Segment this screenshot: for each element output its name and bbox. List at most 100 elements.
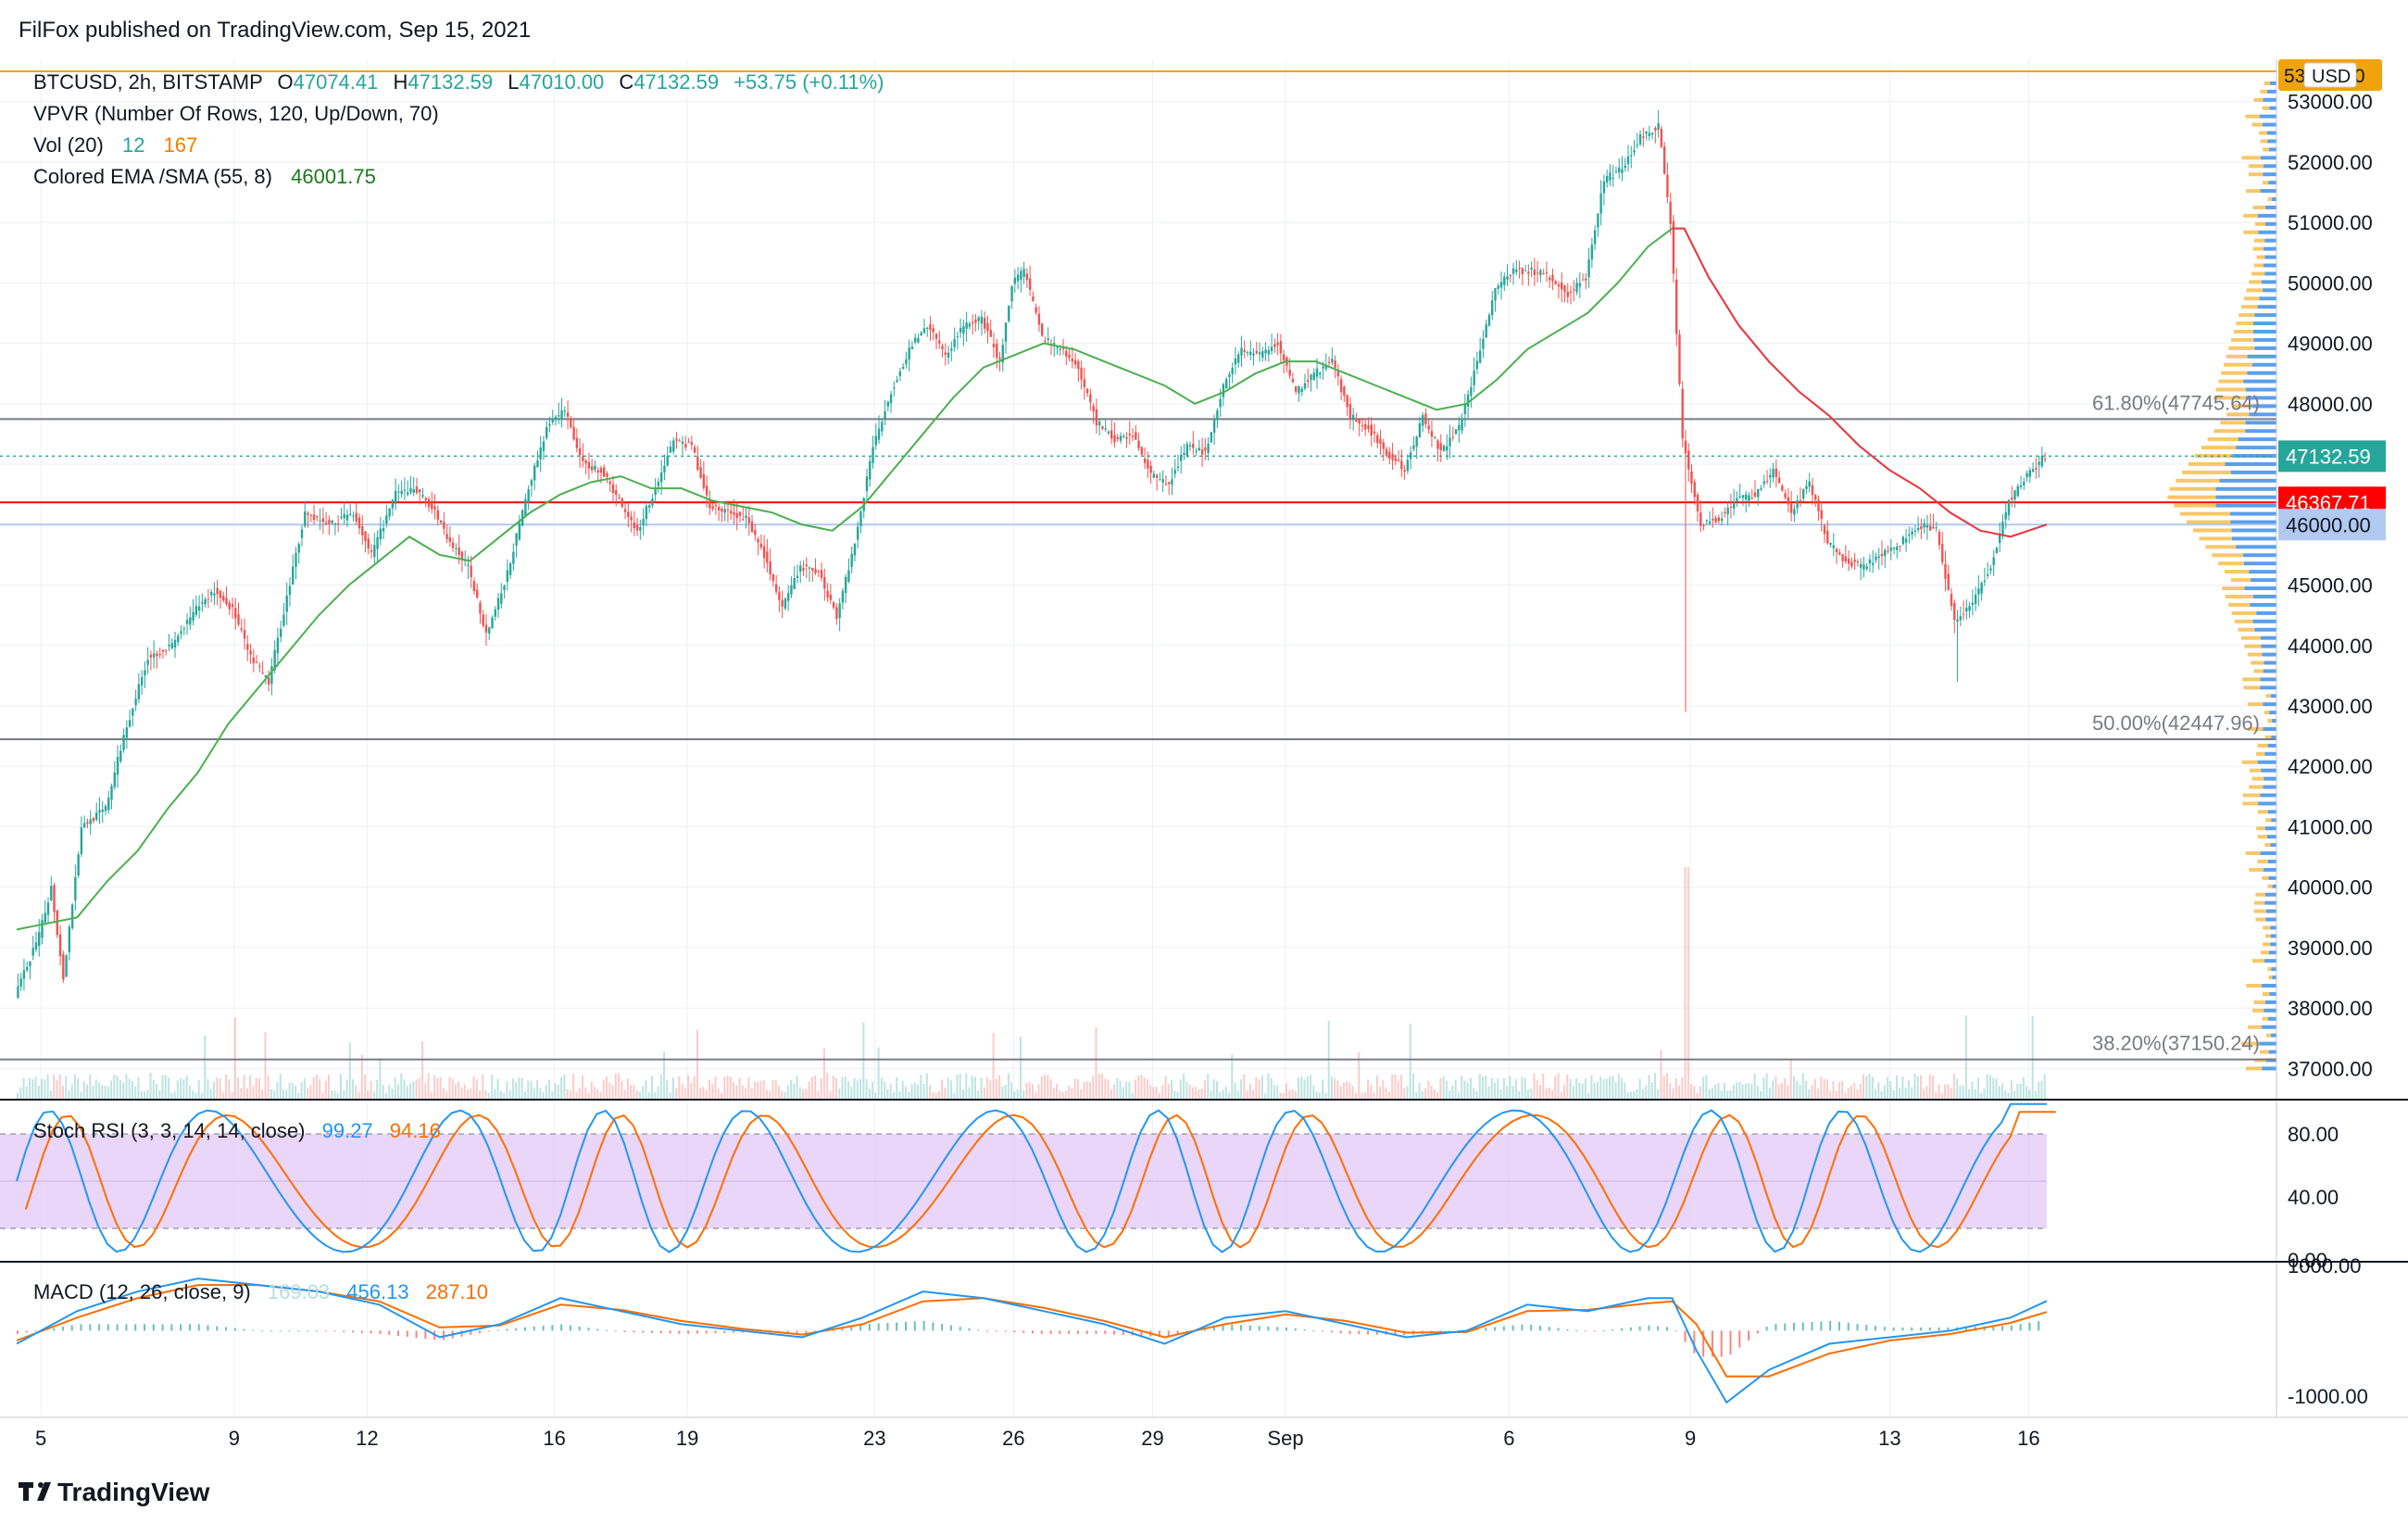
candle-body	[1183, 453, 1185, 456]
candle-body	[1243, 349, 1246, 352]
candle-body	[1865, 566, 1868, 569]
legend: BTCUSD, 2h, BITSTAMP O47074.41 H47132.59…	[33, 70, 884, 188]
candle-body	[832, 602, 835, 608]
candle-body	[1195, 450, 1198, 452]
volume-bar	[1116, 1077, 1119, 1099]
candle-body	[270, 666, 273, 685]
vpvr-down-bar	[2245, 114, 2260, 119]
volume-bar	[983, 1087, 985, 1099]
volume-bar	[889, 1084, 892, 1099]
macd-hist-bar	[696, 1330, 698, 1334]
candle-body	[343, 514, 345, 519]
macd-hist-bar	[180, 1324, 182, 1331]
volume-bar	[941, 1079, 944, 1099]
vol-label: Vol (20)	[33, 133, 104, 157]
volume-bar	[805, 1089, 808, 1099]
volume-bar	[1088, 1081, 1091, 1099]
candle-body	[1312, 372, 1315, 381]
volume-bar	[1868, 1073, 1871, 1099]
volume-bar	[1370, 1084, 1373, 1099]
candle-body	[1999, 535, 2001, 544]
vpvr-up-bar	[2271, 719, 2276, 724]
vpvr-down-bar	[2253, 1000, 2265, 1004]
candle-body	[1053, 343, 1056, 345]
stoch-d-value: 94.16	[390, 1119, 441, 1142]
macd-hist-bar	[1032, 1330, 1034, 1334]
vpvr-up-bar	[2272, 975, 2276, 980]
vpvr-down-bar	[2242, 677, 2261, 682]
vpvr-up-bar	[2268, 1050, 2276, 1054]
candle-body	[590, 466, 594, 471]
time-axis[interactable]: 5 9 12 16 19 23 26 29 Sep 6 9 13 16	[35, 1427, 2040, 1450]
volume-bar	[491, 1075, 494, 1099]
volume-bar	[1502, 1077, 1505, 1099]
price-tick-label: 51000.00	[2288, 211, 2373, 234]
volume-bar	[1569, 1078, 1572, 1099]
candle-body	[1693, 482, 1696, 497]
candle-body	[932, 328, 934, 333]
volume-bar	[1578, 1082, 1581, 1099]
volume-bar	[2010, 1080, 2013, 1099]
vpvr-up-bar	[2254, 346, 2276, 350]
candle-body	[1167, 482, 1171, 485]
macd-hist-bar	[1875, 1326, 1877, 1331]
candle-body	[778, 591, 781, 600]
macd-pane[interactable]: MACD (12, 26, close, 9) 169.03 456.13 28…	[16, 1254, 2368, 1408]
volume-bar	[738, 1077, 741, 1099]
vpvr-up-bar	[2244, 586, 2276, 591]
volume-bar	[113, 1075, 116, 1099]
volume-bar	[1684, 867, 1687, 1099]
volume-bar	[687, 1075, 690, 1099]
volume-bar	[1950, 1088, 1952, 1099]
volume-bar	[1617, 1074, 1620, 1099]
volume-bar	[1110, 1089, 1112, 1099]
volume-bar	[324, 1080, 327, 1099]
volume-bar	[551, 1090, 554, 1099]
vpvr-down-bar	[2256, 751, 2265, 756]
volume-bar	[696, 1029, 698, 1099]
candle-body	[182, 628, 186, 630]
macd-hist-bar	[1212, 1327, 1215, 1331]
volume-bar	[1228, 1092, 1231, 1099]
macd-hist-bar	[1748, 1330, 1750, 1340]
stoch-rsi-pane[interactable]: Stoch RSI (3, 3, 14, 14, close) 99.27 94…	[0, 1102, 2339, 1272]
candle-body	[122, 735, 125, 750]
candle-body	[1367, 425, 1370, 429]
candle-body	[1228, 374, 1231, 378]
volume-bar	[741, 1085, 744, 1099]
volume-bar	[1451, 1086, 1454, 1099]
macd-hist-bar	[261, 1330, 264, 1332]
candle-body	[1427, 425, 1430, 430]
vpvr-up-bar	[2264, 900, 2276, 905]
vpvr-down-bar	[2262, 1016, 2268, 1021]
volume-bar	[1010, 1081, 1013, 1099]
main-pane[interactable]: 61.80%(47745.64)50.00%(42447.96)38.20%(3…	[0, 59, 2276, 1417]
volume-bar	[406, 1086, 408, 1099]
candle-body	[1935, 527, 1938, 529]
candle-body	[1212, 420, 1216, 434]
candle-body	[1696, 494, 1699, 512]
volume-bar	[1007, 1073, 1010, 1099]
volume-bar	[1131, 1092, 1134, 1099]
vpvr-up-bar	[2264, 776, 2276, 781]
candle-body	[279, 628, 282, 637]
candle-body	[563, 410, 567, 412]
vpvr-up-bar	[2265, 205, 2276, 209]
volume-bar	[841, 1076, 844, 1099]
vpvr-up-bar	[2268, 875, 2276, 880]
candle-body	[747, 517, 750, 523]
volume-bar	[2001, 1083, 2004, 1099]
macd-hist-bar	[1140, 1330, 1143, 1337]
price-axis[interactable]: 37000.0038000.0039000.0040000.0041000.00…	[2276, 59, 2386, 1417]
candle-body	[222, 596, 225, 601]
volume-bar	[1772, 1080, 1775, 1099]
candle-body	[1911, 531, 1913, 535]
candle-body	[439, 521, 443, 523]
candle-body	[333, 522, 337, 525]
macd-hist-bar	[370, 1330, 372, 1334]
volume-bar	[929, 1085, 932, 1099]
volume-bar	[1533, 1073, 1536, 1099]
vpvr-down-bar	[2249, 785, 2264, 789]
candle-body	[1690, 471, 1693, 485]
